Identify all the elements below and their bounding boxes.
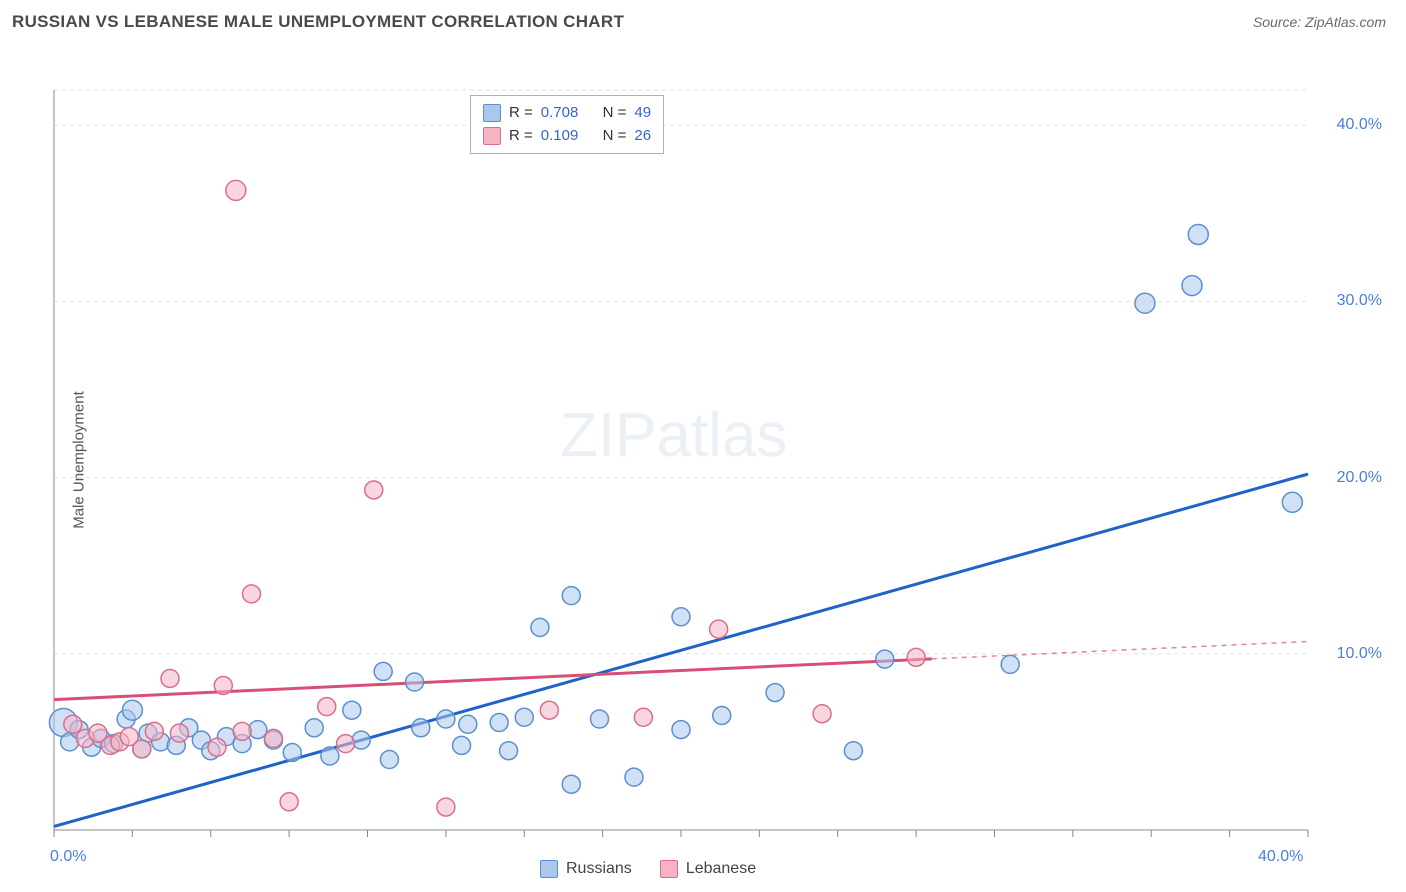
chart-title: RUSSIAN VS LEBANESE MALE UNEMPLOYMENT CO… bbox=[12, 12, 624, 32]
stats-legend-row: R =0.708 N =49 bbox=[483, 102, 651, 125]
y-axis-label: Male Unemployment bbox=[70, 391, 87, 529]
legend-swatch bbox=[660, 860, 678, 878]
y-tick-label: 40.0% bbox=[1337, 116, 1382, 134]
series-legend-label: Russians bbox=[566, 860, 632, 878]
series-legend-item: Russians bbox=[540, 860, 632, 878]
y-tick-label: 20.0% bbox=[1337, 469, 1382, 487]
source-label: Source: ZipAtlas.com bbox=[1253, 14, 1386, 30]
x-tick-label: 0.0% bbox=[50, 848, 86, 866]
legend-swatch bbox=[483, 127, 501, 145]
chart-area: Male Unemployment ZIPatlas 10.0%20.0%30.… bbox=[0, 40, 1406, 880]
x-tick-label: 40.0% bbox=[1258, 848, 1303, 866]
stats-legend: R =0.708 N =49R =0.109 N =26 bbox=[470, 95, 664, 154]
scatter-chart-svg bbox=[0, 40, 1406, 880]
series-legend-item: Lebanese bbox=[660, 860, 756, 878]
chart-header: RUSSIAN VS LEBANESE MALE UNEMPLOYMENT CO… bbox=[0, 0, 1406, 40]
stats-legend-row: R =0.109 N =26 bbox=[483, 125, 651, 148]
legend-swatch bbox=[483, 104, 501, 122]
y-tick-label: 30.0% bbox=[1337, 292, 1382, 310]
series-legend: Russians Lebanese bbox=[540, 860, 756, 878]
y-tick-label: 10.0% bbox=[1337, 645, 1382, 663]
legend-swatch bbox=[540, 860, 558, 878]
series-legend-label: Lebanese bbox=[686, 860, 756, 878]
